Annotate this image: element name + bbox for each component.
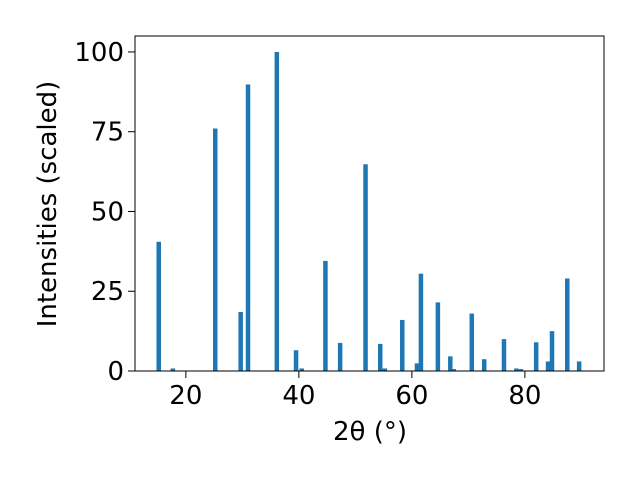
bar-peak-20 — [481, 359, 487, 371]
bar-peak-23 — [518, 369, 524, 371]
y-tick-label-0: 0 — [107, 357, 124, 387]
bar-peak-15 — [418, 273, 424, 371]
bar-peak-11 — [377, 343, 383, 371]
x-axis: 20 40 60 80 — [169, 371, 541, 411]
x-tick-label-2: 60 — [395, 381, 428, 411]
y-axis-label: Intensities (scaled) — [33, 81, 63, 328]
bar-peak-22 — [514, 368, 519, 371]
bar-peak-19 — [469, 313, 475, 371]
x-tick-label-1: 40 — [282, 381, 315, 411]
bar-peak-2 — [212, 128, 218, 371]
x-tick-label-0: 20 — [169, 381, 202, 411]
bar-peak-10 — [363, 164, 368, 371]
y-tick-label-1: 25 — [91, 277, 124, 307]
bar-peak-9 — [337, 342, 343, 371]
x-tick-label-3: 80 — [508, 381, 541, 411]
bar-peak-4 — [245, 84, 251, 371]
bar-peak-24 — [533, 342, 539, 371]
bar-peak-28 — [576, 361, 582, 371]
bar-peak-5 — [274, 51, 280, 371]
bar-peak-17 — [448, 356, 453, 371]
bar-peak-14 — [414, 363, 420, 371]
y-axis: 0 25 50 75 100 — [74, 38, 135, 387]
bar-peak-27 — [565, 278, 570, 371]
x-axis-label: 2θ (°) — [333, 417, 407, 447]
bar-peak-26 — [549, 331, 555, 371]
bar-peak-1 — [170, 368, 176, 371]
bar-peak-13 — [400, 319, 405, 371]
plot-frame — [134, 35, 605, 372]
bar-peak-3 — [238, 311, 243, 371]
y-tick-label-3: 75 — [91, 118, 124, 148]
y-tick-label-4: 100 — [74, 38, 124, 68]
bar-peak-16 — [435, 302, 441, 371]
bar-series — [156, 51, 582, 371]
bar-peak-25 — [545, 361, 551, 371]
bar-peak-21 — [501, 339, 507, 371]
bar-peak-12 — [382, 368, 388, 371]
bar-peak-18 — [451, 369, 456, 371]
y-tick-label-2: 50 — [91, 197, 124, 227]
bar-peak-7 — [299, 368, 304, 371]
bar-peak-6 — [293, 350, 299, 371]
bar-peak-8 — [323, 260, 328, 371]
bar-peak-0 — [156, 241, 161, 371]
